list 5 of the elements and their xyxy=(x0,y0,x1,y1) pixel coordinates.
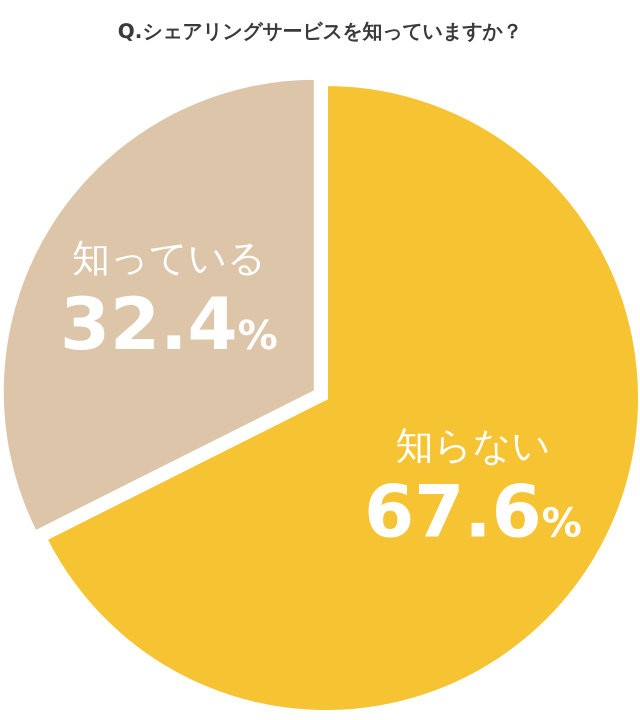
data-label: 32.4% xyxy=(60,282,278,366)
chart-title: Q.シェアリングサービスを知っていますか？ xyxy=(118,19,522,43)
data-label: 67.6% xyxy=(364,470,582,554)
slice-label: 知っている xyxy=(72,236,266,280)
slice-label: 知らない xyxy=(395,424,550,468)
